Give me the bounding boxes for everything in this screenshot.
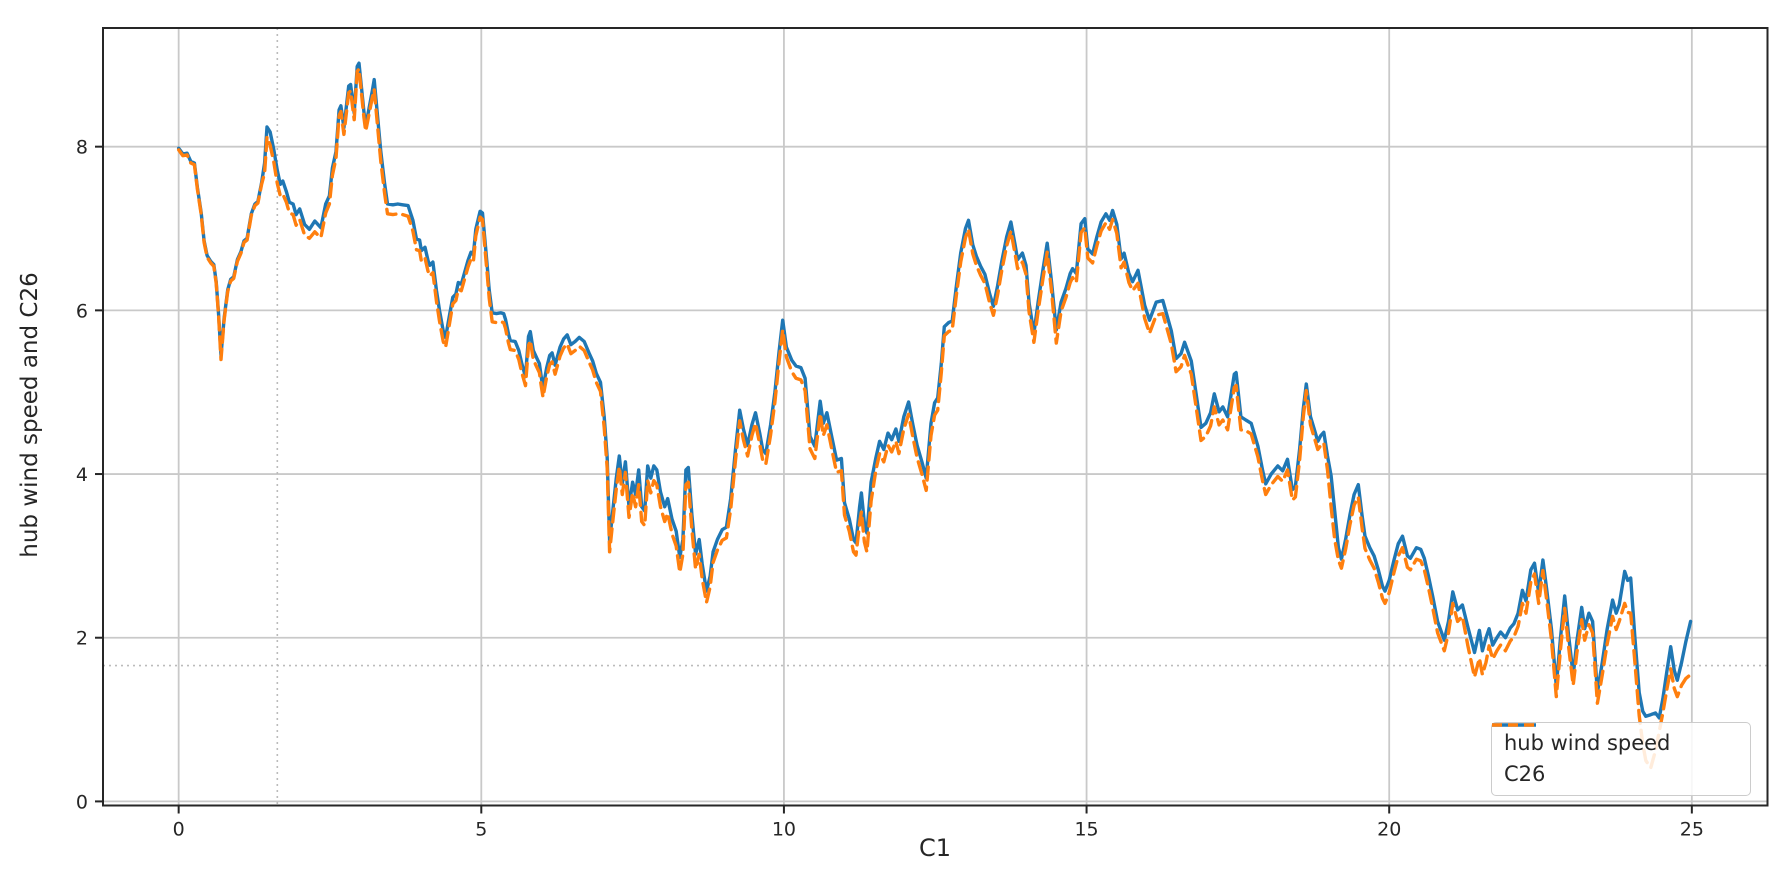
- y-tick-label-8: 8: [76, 137, 88, 159]
- chart-line-hub-wind-speed: [177, 61, 1693, 720]
- x-tick-label-5: 5: [475, 819, 487, 841]
- legend-label-hub-wind-speed: hub wind speed: [1504, 731, 1671, 755]
- chart-line-c26: [177, 67, 1693, 770]
- legend: hub wind speed C26: [1491, 722, 1751, 797]
- x-tick-label-15: 15: [1074, 819, 1098, 841]
- x-axis-label: C1: [918, 834, 952, 862]
- y-tick-label-0: 0: [76, 791, 88, 813]
- y-tick-label-6: 6: [76, 300, 88, 322]
- x-tick-label-0: 0: [173, 819, 185, 841]
- legend-entry-hub-wind-speed: hub wind speed: [1492, 723, 1736, 755]
- y-tick-label-2: 2: [76, 628, 88, 650]
- y-tick-label-4: 4: [76, 464, 88, 486]
- x-tick-label-20: 20: [1377, 819, 1401, 841]
- legend-entry-c26: C26: [1492, 723, 1736, 787]
- x-tick-label-10: 10: [772, 819, 796, 841]
- x-tick-label-25: 25: [1680, 819, 1704, 841]
- y-axis-label: hub wind speed and C26: [17, 272, 43, 558]
- legend-label-c26: C26: [1504, 762, 1546, 787]
- axes-frame: [102, 27, 1769, 807]
- legend-line-sample-dashed: [1492, 723, 1536, 727]
